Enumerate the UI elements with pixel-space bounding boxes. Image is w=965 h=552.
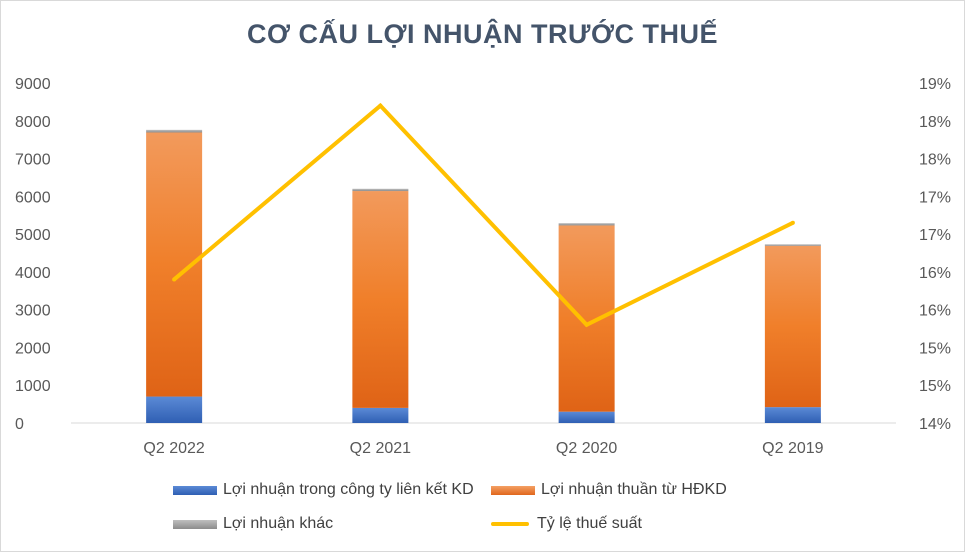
line-point bbox=[378, 103, 383, 108]
bar-segment bbox=[352, 407, 409, 423]
line-point bbox=[584, 322, 589, 327]
y-left-tick-label: 2000 bbox=[15, 340, 51, 357]
y-right-tick-label: 16% bbox=[919, 303, 951, 320]
bar-segment bbox=[558, 411, 615, 423]
legend-label-khac: Lợi nhuận khác bbox=[223, 515, 334, 532]
bar-segment bbox=[764, 407, 821, 423]
y-right-tick-label: 18% bbox=[919, 114, 951, 131]
bar-segment bbox=[558, 223, 615, 226]
bar-segment bbox=[146, 129, 203, 133]
bar-segment bbox=[352, 188, 409, 192]
bar-segment bbox=[352, 191, 409, 408]
legend-item-thue-suat: Tỷ lệ thuế suất bbox=[491, 515, 642, 533]
y-right-tick-label: 15% bbox=[919, 340, 951, 357]
bar-segment bbox=[764, 245, 821, 408]
y-right-tick-label: 14% bbox=[919, 416, 951, 433]
y-left-tick-label: 0 bbox=[15, 416, 24, 433]
y-left-tick-label: 8000 bbox=[15, 114, 51, 131]
legend-swatch-thue-suat bbox=[491, 522, 529, 526]
legend-label-hdkd: Lợi nhuận thuần từ HĐKD bbox=[541, 481, 727, 498]
bar-segment bbox=[146, 396, 203, 423]
y-right-tick-label: 18% bbox=[919, 152, 951, 169]
legend-item-lien-ket: Lợi nhuận trong công ty liên kết KD bbox=[173, 481, 474, 499]
bar-segment bbox=[764, 244, 821, 246]
y-left-tick-label: 3000 bbox=[15, 303, 51, 320]
y-right-tick-label: 15% bbox=[919, 378, 951, 395]
x-tick-label: Q2 2019 bbox=[762, 440, 823, 457]
y-left-tick-label: 6000 bbox=[15, 189, 51, 206]
y-right-tick-label: 17% bbox=[919, 227, 951, 244]
chart-title: CƠ CẤU LỢI NHUẬN TRƯỚC THUẾ bbox=[247, 19, 718, 49]
y-right-tick-label: 16% bbox=[919, 265, 951, 282]
line-point bbox=[172, 277, 177, 282]
legend-swatch-hdkd bbox=[491, 485, 535, 495]
legend-swatch-khac bbox=[173, 519, 217, 529]
y-right-tick-label: 17% bbox=[919, 189, 951, 206]
legend-label-thue-suat: Tỷ lệ thuế suất bbox=[537, 515, 642, 532]
x-tick-label: Q2 2021 bbox=[350, 440, 411, 457]
line-point bbox=[790, 220, 795, 225]
x-tick-label: Q2 2020 bbox=[556, 440, 617, 457]
bar-segment bbox=[558, 225, 615, 412]
legend-item-hdkd: Lợi nhuận thuần từ HĐKD bbox=[491, 481, 727, 499]
y-left-tick-label: 5000 bbox=[15, 227, 51, 244]
y-right-tick-label: 19% bbox=[919, 76, 951, 93]
x-tick-label: Q2 2022 bbox=[143, 440, 204, 457]
legend-label-lien-ket: Lợi nhuận trong công ty liên kết KD bbox=[223, 481, 474, 498]
line-series-thue-suat bbox=[172, 102, 794, 328]
y-left-tick-label: 4000 bbox=[15, 265, 51, 282]
legend-swatch-lien-ket bbox=[173, 485, 217, 495]
y-left-tick-label: 7000 bbox=[15, 152, 51, 169]
legend-item-khac: Lợi nhuận khác bbox=[173, 515, 333, 533]
y-left-tick-label: 1000 bbox=[15, 378, 51, 395]
y-left-tick-label: 9000 bbox=[15, 76, 51, 93]
